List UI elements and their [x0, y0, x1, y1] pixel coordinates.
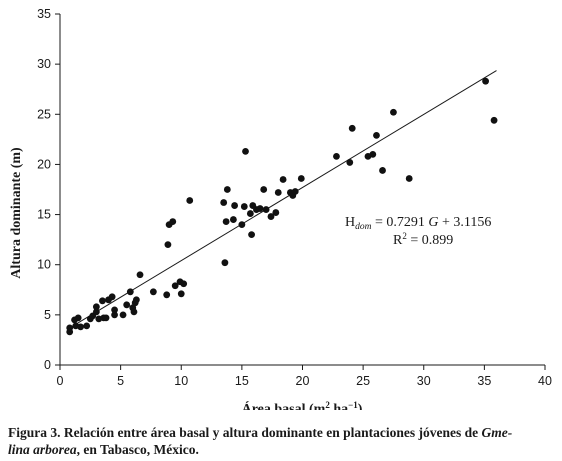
data-point: [169, 218, 177, 225]
data-point: [77, 323, 85, 331]
x-axis-title: Área basal (m2 ha−1): [242, 400, 363, 410]
data-point: [92, 308, 100, 316]
data-point: [83, 322, 91, 330]
data-point: [180, 280, 188, 288]
r-squared-annotation: R2 = 0.899: [393, 231, 453, 248]
caption-species-part1: Gme-: [481, 425, 513, 440]
x-tick-label: 40: [538, 374, 552, 388]
data-points: [66, 77, 498, 336]
x-axis-title-main: Área basal (m: [242, 400, 326, 410]
data-point: [186, 197, 194, 204]
data-point: [482, 77, 489, 85]
r-squared-label: R: [393, 233, 403, 248]
data-point: [177, 290, 185, 298]
data-point: [369, 151, 377, 158]
data-point: [274, 189, 282, 196]
data-point: [99, 297, 106, 305]
x-tick-label: 5: [117, 374, 124, 388]
data-point: [130, 308, 138, 316]
y-axis-title: Altura dominante (m): [9, 147, 24, 279]
data-point: [74, 314, 82, 322]
y-tick-label: 10: [37, 258, 51, 272]
data-point: [246, 210, 254, 217]
data-point: [348, 124, 356, 132]
data-point: [231, 202, 239, 209]
data-point: [108, 293, 116, 301]
equation-lhs-subscript: dom: [355, 222, 372, 232]
data-point: [171, 282, 179, 290]
y-tick-label: 35: [37, 7, 51, 21]
data-point: [111, 311, 118, 319]
x-tick-label: 0: [57, 374, 64, 388]
data-point: [238, 221, 246, 229]
x-tick-label: 25: [356, 374, 370, 388]
x-axis-title-sup-2: 2: [325, 400, 330, 410]
x-tick-label: 15: [235, 374, 249, 388]
data-point: [102, 314, 110, 322]
x-tick-label: 20: [296, 374, 310, 388]
data-point: [136, 271, 144, 279]
data-point: [149, 288, 157, 296]
equation-lhs: H: [345, 215, 355, 230]
equation-variable: G: [428, 215, 438, 230]
data-point: [291, 188, 299, 195]
y-axis-ticks: 0 5 10 15 20 25 30 35: [37, 7, 60, 372]
y-tick-label: 5: [44, 308, 51, 322]
regression-line: [69, 70, 497, 329]
scatter-chart: 0 5 10 15 20 25 30 35 40 0 5 10 15 20 25 30 35 Altura d…: [9, 7, 552, 410]
data-point: [92, 303, 100, 311]
y-tick-label: 25: [37, 107, 51, 121]
data-point: [390, 108, 397, 116]
data-point: [279, 176, 287, 183]
data-point: [126, 288, 134, 296]
x-axis-ticks: 0 5 10 15 20 25 30 35 40: [57, 365, 552, 388]
y-tick-label: 30: [37, 57, 51, 71]
data-point: [220, 199, 228, 206]
data-point: [164, 241, 172, 249]
data-point: [267, 213, 275, 220]
caption-suffix: , en Tabasco, México.: [76, 442, 199, 457]
equation-middle: = 0.7291: [372, 215, 429, 230]
equation-rhs: + 3.1156: [439, 215, 492, 230]
caption-species-part2: lina arborea: [8, 442, 77, 457]
data-point: [262, 206, 270, 213]
data-point: [248, 231, 255, 239]
y-tick-label: 0: [44, 358, 51, 372]
data-point: [373, 131, 380, 139]
x-tick-label: 10: [174, 374, 188, 388]
x-tick-label: 35: [477, 374, 491, 388]
y-tick-label: 15: [37, 208, 51, 222]
data-point: [123, 301, 131, 309]
r-squared-value: = 0.899: [407, 233, 453, 248]
data-point: [111, 306, 118, 314]
x-axis-title-ha: ha: [330, 402, 348, 410]
data-point: [272, 209, 280, 216]
data-point: [229, 216, 237, 223]
data-point: [163, 291, 171, 299]
data-point: [66, 324, 74, 332]
data-point: [260, 186, 268, 193]
caption-prefix: Figura 3. Relación entre área basal y al…: [8, 425, 482, 440]
data-point: [405, 175, 413, 182]
data-point: [242, 147, 249, 155]
data-point: [222, 218, 230, 225]
x-tick-label: 30: [417, 374, 431, 388]
figure-caption: Figura 3. Relación entre área basal y al…: [8, 424, 556, 458]
data-point: [490, 116, 498, 124]
data-point: [223, 186, 231, 193]
x-axis-title-close: ): [358, 402, 363, 410]
data-point: [240, 203, 248, 210]
data-point: [346, 159, 354, 166]
data-point: [119, 311, 127, 319]
data-point: [256, 205, 264, 212]
data-point: [221, 259, 229, 267]
data-point: [132, 296, 140, 304]
regression-equation: Hdom = 0.7291 G + 3.1156: [345, 215, 491, 232]
data-point: [379, 167, 386, 174]
data-point: [333, 153, 340, 160]
y-tick-label: 20: [37, 157, 51, 171]
x-axis-title-sup-neg1: −1: [348, 400, 358, 410]
data-point: [297, 175, 305, 182]
r-squared-superscript: 2: [402, 231, 407, 241]
